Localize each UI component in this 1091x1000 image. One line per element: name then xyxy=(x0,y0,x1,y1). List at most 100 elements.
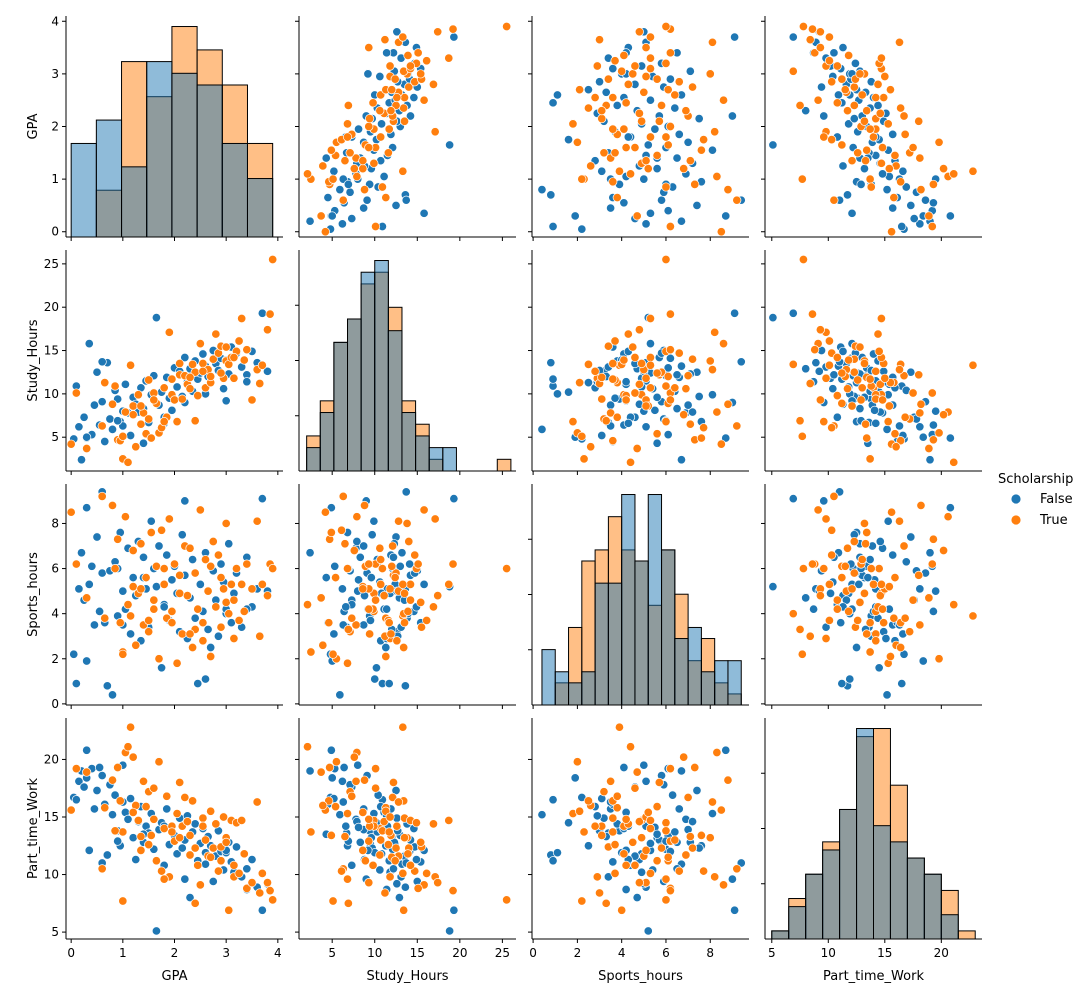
scatter-point-true xyxy=(325,762,335,773)
hist-bar-false xyxy=(121,166,148,238)
scatter-point-true xyxy=(905,627,915,637)
hist-bar-false xyxy=(554,671,570,706)
scatter-point-true xyxy=(732,195,742,205)
scatter-point-true xyxy=(857,90,867,100)
panel-study-hours-vs-study-hours xyxy=(295,250,516,475)
scatter-point-true xyxy=(844,355,854,365)
scatter-point-false xyxy=(888,203,898,213)
scatter-point-false xyxy=(138,552,149,562)
scatter-point-true xyxy=(968,360,978,370)
scatter-point-false xyxy=(730,905,740,915)
scatter-point-false xyxy=(707,390,718,400)
scatter-point-true xyxy=(118,896,128,906)
scatter-point-true xyxy=(665,395,675,405)
scatter-point-false xyxy=(825,588,836,598)
scatter-point-true xyxy=(849,82,859,92)
hist-bar-false xyxy=(788,906,807,940)
scatter-point-true xyxy=(853,615,863,625)
scatter-point-false xyxy=(928,198,938,208)
scatter-point-true xyxy=(681,384,691,394)
scatter-point-true xyxy=(924,443,934,454)
scatter-point-true xyxy=(229,633,239,644)
scatter-point-false xyxy=(552,389,563,399)
scatter-point-false xyxy=(138,438,149,448)
scatter-point-true xyxy=(144,627,154,637)
scatter-point-true xyxy=(805,378,815,389)
scatter-point-true xyxy=(381,651,391,662)
scatter-point-true xyxy=(157,525,167,535)
scatter-point-true xyxy=(416,622,427,632)
scatter-point-true xyxy=(619,355,629,365)
scatter-point-false xyxy=(375,865,385,875)
scatter-point-true xyxy=(200,835,211,845)
scatter-point-false xyxy=(113,836,123,846)
scatter-point-false xyxy=(355,837,365,847)
scatter-point-true xyxy=(257,579,267,589)
legend-label-true: True xyxy=(1039,513,1068,528)
scatter-point-false xyxy=(548,856,558,866)
scatter-point-true xyxy=(405,579,416,589)
scatter-point-true xyxy=(385,584,395,594)
scatter-point-true xyxy=(889,192,899,203)
scatter-point-false xyxy=(180,352,190,363)
scatter-point-true xyxy=(185,543,195,553)
scatter-point-false xyxy=(193,679,203,689)
scatter-point-true xyxy=(900,613,910,623)
scatter-point-true xyxy=(136,539,146,549)
legend-marker-true xyxy=(1010,514,1022,526)
scatter-point-true xyxy=(391,843,401,853)
scatter-point-true xyxy=(832,98,842,108)
hist-bar-false xyxy=(621,494,636,706)
scatter-point-true xyxy=(890,573,900,583)
scatter-point-true xyxy=(718,880,729,890)
scatter-point-true xyxy=(402,518,412,529)
scatter-point-true xyxy=(416,837,426,847)
scatter-point-true xyxy=(610,336,620,346)
scatter-point-true xyxy=(916,399,926,409)
scatter-point-true xyxy=(815,43,825,53)
scatter-point-true xyxy=(419,505,429,515)
scatter-point-false xyxy=(339,762,349,773)
scatter-point-false xyxy=(449,905,459,915)
scatter-point-false xyxy=(126,629,136,639)
scatter-point-true xyxy=(723,775,733,785)
scatter-point-true xyxy=(213,550,223,560)
scatter-point-false xyxy=(597,430,607,441)
y-tick-label: 2 xyxy=(51,652,59,666)
hist-bar-false xyxy=(940,914,959,940)
scatter-point-true xyxy=(679,410,689,420)
y-tick-label: 3 xyxy=(51,67,59,81)
scatter-point-false xyxy=(185,893,195,903)
scatter-point-false xyxy=(563,135,574,145)
hist-bar-false xyxy=(360,271,376,472)
scatter-point-true xyxy=(306,647,316,657)
x-tick-label: 10 xyxy=(367,946,382,960)
scatter-point-false xyxy=(74,584,84,594)
scatter-point-true xyxy=(399,103,409,113)
scatter-point-false xyxy=(920,195,931,205)
scatter-point-true xyxy=(195,880,205,890)
scatter-point-true xyxy=(899,541,909,551)
scatter-point-true xyxy=(847,584,857,594)
scatter-point-false xyxy=(692,200,702,210)
scatter-point-true xyxy=(685,832,695,842)
scatter-point-false xyxy=(107,810,118,820)
scatter-point-false xyxy=(224,539,234,549)
scatter-point-true xyxy=(364,559,374,569)
scatter-point-false xyxy=(683,400,693,410)
scatter-point-true xyxy=(193,860,203,870)
scatter-point-false xyxy=(645,339,656,349)
scatter-point-false xyxy=(687,817,698,827)
scatter-point-true xyxy=(687,354,698,364)
scatter-point-false xyxy=(563,387,574,397)
scatter-point-true xyxy=(696,433,706,443)
hist-bar-false xyxy=(221,142,248,238)
scatter-point-true xyxy=(610,148,620,158)
scatter-point-true xyxy=(224,905,234,915)
scatter-point-true xyxy=(188,359,198,369)
scatter-point-true xyxy=(66,507,76,517)
scatter-point-false xyxy=(92,367,102,377)
scatter-point-true xyxy=(268,564,278,574)
scatter-point-false xyxy=(97,568,107,578)
scatter-point-true xyxy=(890,429,900,439)
